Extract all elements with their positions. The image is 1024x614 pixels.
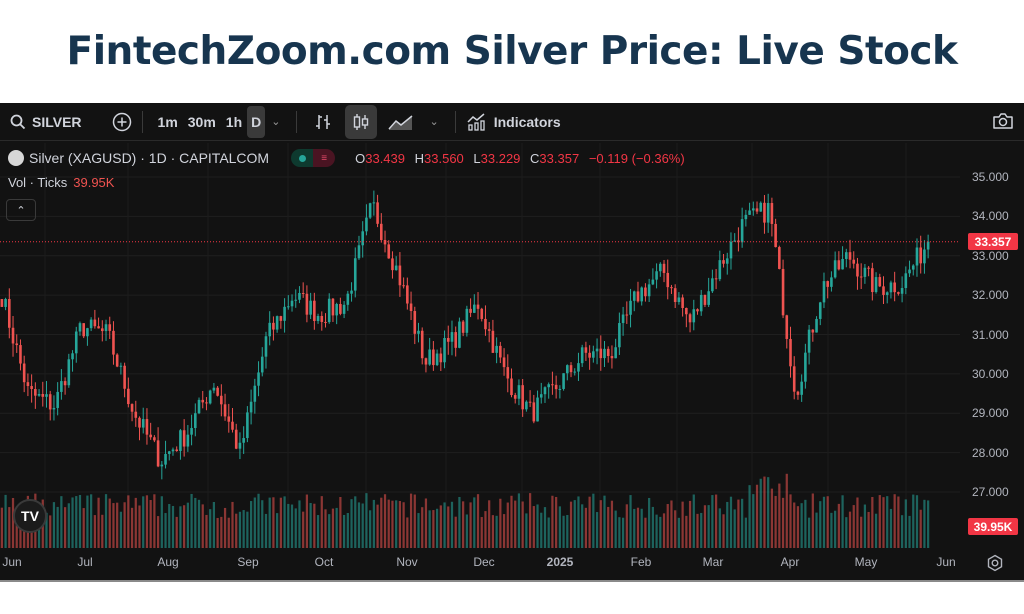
toolbar-divider	[296, 110, 298, 133]
low-key: L	[473, 150, 481, 166]
bar-style-icon	[316, 114, 331, 129]
last-price-tag: 33.357	[968, 233, 1018, 250]
chart-style-dropdown[interactable]: ⌄	[423, 103, 444, 140]
price-axis-label: 33.000	[972, 248, 1009, 263]
time-axis-label: May	[854, 555, 878, 569]
candles-icon	[354, 113, 369, 130]
symbol-search-button[interactable]: SILVER	[10, 103, 82, 140]
close-key: C	[530, 150, 540, 166]
area-style-button[interactable]	[385, 103, 417, 140]
change-value: −0.119 (−0.36%)	[588, 150, 685, 166]
collapse-legend-button[interactable]: ⌃	[6, 199, 36, 221]
menu-icon: ≡	[313, 149, 336, 167]
page-title: FintechZoom.com Silver Price: Live Stock	[66, 29, 958, 74]
toolbar-divider	[454, 110, 456, 133]
time-axis-label: Sep	[237, 555, 259, 569]
page-headline: FintechZoom.com Silver Price: Live Stock	[0, 0, 1024, 103]
price-axis-label: 31.000	[972, 327, 1009, 342]
compare-symbol-button[interactable]	[112, 103, 132, 140]
price-axis-label: 34.000	[972, 209, 1009, 224]
timeframe-1h[interactable]: 1h	[225, 113, 243, 130]
timeframe-1m[interactable]: 1m	[157, 113, 178, 130]
camera-icon	[993, 113, 1013, 129]
time-axis-label: Jun	[936, 555, 956, 569]
market-status-pill[interactable]: ≡	[291, 149, 336, 167]
low-value: 33.229	[480, 150, 521, 166]
volume-value: 39.95K	[73, 175, 115, 190]
toolbar-divider	[141, 110, 143, 133]
snapshot-button[interactable]	[992, 111, 1014, 134]
chevron-down-icon: ⌄	[271, 116, 281, 128]
price-chart[interactable]	[0, 103, 1024, 580]
indicators-icon	[467, 112, 485, 131]
volume-legend: Vol · Ticks 39.95K	[8, 175, 114, 190]
close-value: 33.357	[539, 150, 580, 166]
time-axis-label: Jul	[77, 555, 93, 569]
add-symbol-icon	[112, 112, 131, 131]
chevron-down-icon: ⌄	[429, 116, 439, 128]
time-axis-label: Jun	[2, 555, 22, 569]
indicators-label: Indicators	[493, 113, 561, 130]
chart-legend: Silver (XAGUSD) · 1D · CAPITALCOM ≡ O33.…	[8, 149, 691, 167]
time-axis-label: Nov	[396, 555, 418, 569]
high-key: H	[414, 150, 425, 166]
time-axis-label: Feb	[630, 555, 652, 569]
symbol-name: SILVER	[32, 113, 82, 130]
last-volume-tag: 39.95K	[968, 518, 1018, 535]
chart-widget: SILVER 1m 30m 1h D ⌄ ⌄ Indicators	[0, 103, 1024, 580]
chevron-up-icon: ⌃	[16, 204, 26, 217]
silver-logo-icon	[8, 150, 24, 166]
time-axis-label: Aug	[157, 555, 179, 569]
open-key: O	[355, 150, 366, 166]
high-value: 33.560	[424, 150, 464, 166]
tradingview-logo[interactable]: TV	[13, 499, 47, 533]
volume-label: Vol · Ticks	[8, 175, 68, 190]
panel-bottom-border	[0, 580, 1024, 582]
price-axis-label: 27.000	[972, 485, 1009, 499]
price-axis-label: 30.000	[972, 366, 1009, 381]
legend-title: Silver (XAGUSD) · 1D · CAPITALCOM	[29, 150, 270, 166]
indicators-button[interactable]: Indicators	[466, 103, 561, 140]
ohlc-values: O33.439 H33.560 L33.229 C33.357 −0.119 (…	[355, 151, 691, 166]
candles-style-button[interactable]	[345, 104, 378, 139]
open-value: 33.439	[365, 150, 405, 166]
price-axis-label: 32.000	[972, 288, 1009, 303]
time-axis-label: Oct	[314, 555, 334, 569]
time-axis-label: Apr	[780, 555, 800, 569]
price-axis-label: 29.000	[972, 406, 1009, 421]
time-axis-label: Mar	[702, 555, 724, 569]
price-axis-label: 35.000	[972, 170, 1009, 184]
chart-toolbar: SILVER 1m 30m 1h D ⌄ ⌄ Indicators	[0, 103, 1024, 141]
time-axis-label: 2025	[546, 555, 574, 569]
settings-icon[interactable]	[986, 554, 1004, 572]
timeframe-30m[interactable]: 30m	[187, 113, 216, 130]
search-icon	[10, 114, 26, 129]
area-icon	[388, 114, 413, 130]
price-axis-label: 28.000	[972, 445, 1009, 460]
time-axis-label: Dec	[473, 555, 495, 569]
timeframe-dropdown[interactable]: ⌄	[265, 103, 286, 140]
timeframe-d[interactable]: D	[247, 105, 266, 138]
market-open-indicator	[291, 149, 314, 167]
bar-style-button[interactable]	[307, 103, 339, 140]
